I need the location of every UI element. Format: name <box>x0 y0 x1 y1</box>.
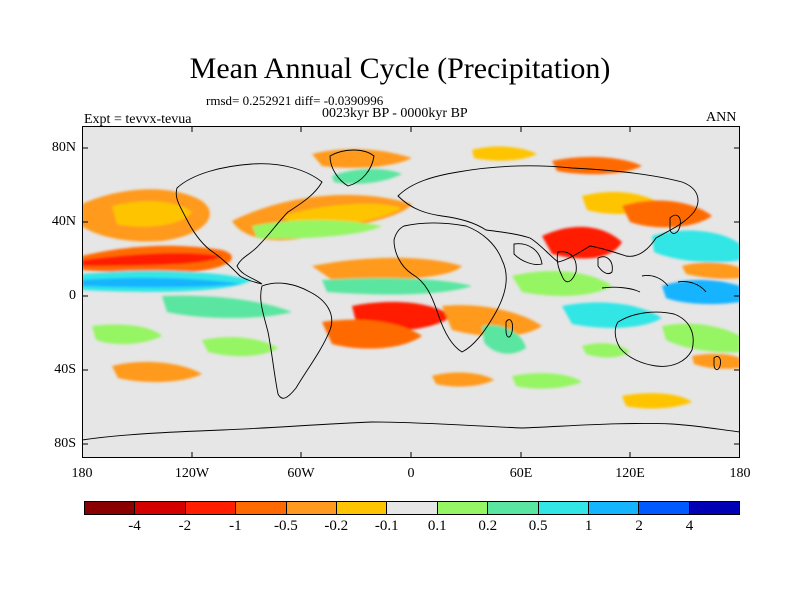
precipitation-difference-map <box>82 126 740 458</box>
colorbar-label: -4 <box>128 518 141 534</box>
colorbar-label: 4 <box>685 518 694 534</box>
season-label: ANN <box>706 110 737 125</box>
chart-title: Mean Annual Cycle (Precipitation) <box>189 52 611 85</box>
x-tick-label: 60E <box>509 466 533 481</box>
colorbar-box <box>185 502 237 514</box>
y-tick-label: 40S <box>54 362 76 377</box>
x-tick-label: 0 <box>407 466 415 481</box>
colorbar-box <box>639 502 690 514</box>
map-ticks <box>82 126 740 458</box>
colorbar-box <box>538 502 589 514</box>
colorbar-label: -0.1 <box>374 518 399 534</box>
colorbar-box <box>387 502 438 514</box>
colorbar-label: -1 <box>229 518 242 534</box>
colorbar-box <box>336 502 388 514</box>
colorbar-label: 0.2 <box>478 518 498 534</box>
colorbar-box <box>437 502 489 514</box>
y-tick-label: 40N <box>51 214 76 229</box>
colorbar-box <box>488 502 539 514</box>
stats-subtitle: rmsd= 0.252921 diff= -0.0390996 <box>206 93 384 108</box>
y-tick-label: 80S <box>54 436 76 451</box>
experiment-label: Expt = tevvx-tevua <box>84 112 192 127</box>
colorbar-box <box>236 502 287 514</box>
colorbar-box <box>286 502 337 514</box>
colorbar-label: 0.1 <box>427 518 447 534</box>
x-tick-label: 120E <box>615 466 645 481</box>
period-subtitle: 0023kyr BP - 0000kyr BP <box>322 106 468 121</box>
x-tick-label: 120W <box>174 466 210 481</box>
colorbar-label: -0.5 <box>273 518 298 534</box>
x-tick-label: 180 <box>71 466 93 481</box>
colorbar <box>84 501 740 515</box>
colorbar-box <box>588 502 640 514</box>
precipitation-anomaly-field <box>82 146 740 409</box>
continent-outlines <box>82 149 740 441</box>
colorbar-label: -0.2 <box>324 518 349 534</box>
colorbar-label: 0.5 <box>528 518 548 534</box>
colorbar-label: 2 <box>635 518 643 534</box>
colorbar-label: 1 <box>584 518 593 534</box>
colorbar-label: -2 <box>178 518 192 534</box>
x-tick-label: 60W <box>287 466 315 481</box>
y-tick-label: 0 <box>69 288 76 303</box>
colorbar-box <box>135 502 186 514</box>
x-tick-label: 180 <box>729 466 751 481</box>
y-tick-label: 80N <box>51 140 76 155</box>
colorbar-box <box>85 502 136 514</box>
colorbar-box <box>689 502 740 514</box>
